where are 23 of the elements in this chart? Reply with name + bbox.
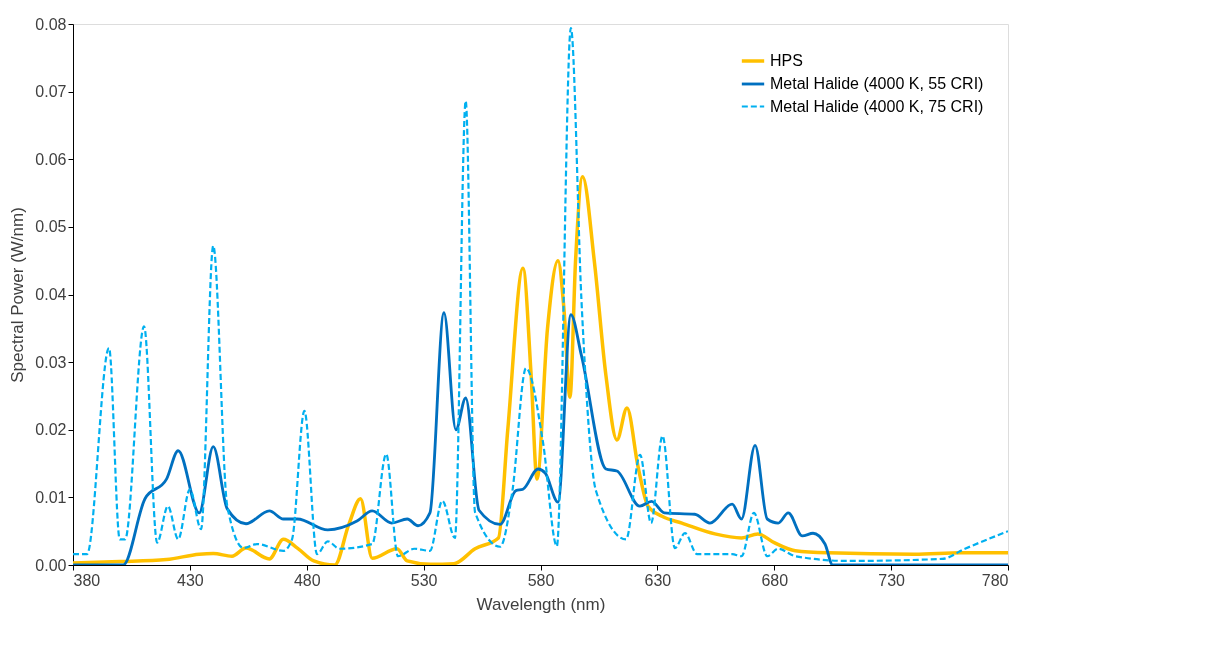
y-axis-title: Spectral Power (W/nm) <box>8 207 28 383</box>
x-tick-label: 380 <box>73 571 101 589</box>
x-tick-label: 530 <box>410 571 438 589</box>
legend-label: Metal Halide (4000 K, 55 CRI) <box>770 75 984 92</box>
y-tick-label: 0.03 <box>35 353 67 371</box>
y-tick-label: 0.08 <box>35 15 67 33</box>
y-tick-label: 0.04 <box>35 286 67 303</box>
y-tick-label: 0.05 <box>35 218 67 236</box>
y-tick-label: 0.02 <box>35 421 67 439</box>
y-tick-label: 0.00 <box>35 556 67 574</box>
y-tick-label: 0.06 <box>35 150 67 168</box>
x-tick-label: 430 <box>177 571 204 589</box>
x-axis-title: Wavelength (nm) <box>476 594 606 614</box>
y-tick-label: 0.01 <box>35 488 67 506</box>
y-tick-label: 0.07 <box>35 83 67 101</box>
x-tick-label: 480 <box>293 571 321 589</box>
legend-label: HPS <box>770 52 803 69</box>
x-tick-label: 630 <box>644 571 672 589</box>
legend-label: Metal Halide (4000 K, 75 CRI) <box>770 97 984 115</box>
x-tick-label: 780 <box>981 571 1009 589</box>
x-tick-label: 680 <box>761 571 789 589</box>
x-tick-label: 730 <box>878 571 906 589</box>
x-tick-label: 580 <box>527 571 555 589</box>
